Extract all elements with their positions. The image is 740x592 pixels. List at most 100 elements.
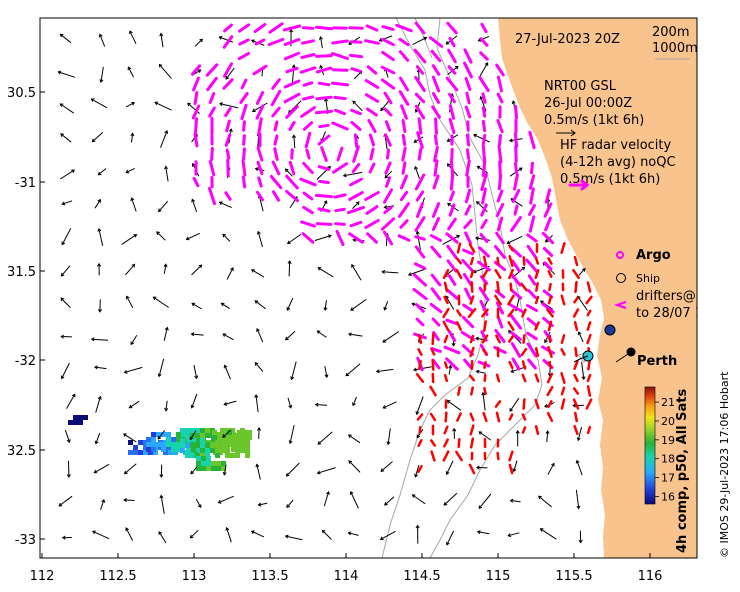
model-arrow xyxy=(157,200,169,213)
coastal-radar-arrow xyxy=(494,294,502,306)
y-tick-label: -31 xyxy=(15,176,36,191)
sst-cell xyxy=(212,430,217,435)
sst-cell xyxy=(146,447,151,452)
hf-radar-arrow xyxy=(192,176,200,188)
credit-text: © IMOS 29-Jul-2023 17:06 Hobart xyxy=(718,371,731,558)
hf-radar-arrow xyxy=(480,218,488,230)
hf-radar-arrow xyxy=(208,106,216,118)
hf-radar-arrow xyxy=(270,89,282,107)
coastal-radar-arrow xyxy=(415,372,425,384)
sst-cell xyxy=(186,447,191,452)
legend-argo: Argo xyxy=(636,248,671,263)
hf-radar-arrow xyxy=(446,21,458,35)
coastal-radar-arrow xyxy=(495,334,501,344)
hf-radar-arrow xyxy=(447,330,457,342)
y-tick-label: 32.5 xyxy=(7,444,36,459)
model-arrow xyxy=(415,396,424,416)
hf-radar-arrow xyxy=(445,318,459,326)
model-arrow xyxy=(256,426,262,439)
model-arrow xyxy=(288,425,295,445)
sst-cell xyxy=(247,435,252,440)
coastal-radar-arrow xyxy=(586,281,592,293)
hf-radar-arrow xyxy=(210,146,214,162)
sst-cell xyxy=(143,450,148,455)
coastal-radar-arrow xyxy=(417,348,423,356)
sst-cell xyxy=(195,433,200,438)
hf-radar-arrow xyxy=(190,64,202,76)
model-arrow xyxy=(291,134,296,149)
hf-radar-arrow xyxy=(481,119,487,133)
model-arrow xyxy=(473,133,490,143)
coastal-radar-arrow xyxy=(507,294,515,306)
sst-cell xyxy=(245,443,250,448)
hf-radar-arrow xyxy=(497,173,503,191)
model-arrow xyxy=(159,464,164,479)
coastal-radar-arrow xyxy=(546,385,554,397)
coastal-radar-arrow xyxy=(496,256,500,266)
sst-cell xyxy=(230,438,235,443)
model-arrow xyxy=(189,430,197,441)
hf-radar-arrow xyxy=(414,92,426,104)
hf-radar-arrow xyxy=(380,217,396,231)
coastal-radar-arrow xyxy=(573,360,579,370)
model-arrow xyxy=(575,489,581,510)
sst-cell xyxy=(237,430,242,435)
hf-radar-arrow xyxy=(380,65,396,75)
hf-radar-arrow xyxy=(290,148,294,160)
hf-radar-arrow xyxy=(364,93,380,103)
coastal-radar-arrow xyxy=(547,295,553,305)
sst-cell xyxy=(215,443,220,448)
sst-cell xyxy=(211,466,216,471)
coastal-radar-arrow xyxy=(573,424,579,436)
hf-radar-arrow xyxy=(352,145,360,163)
coastal-radar-arrow xyxy=(547,270,553,278)
hf-radar-arrow xyxy=(365,24,379,32)
drifter-icon xyxy=(613,301,627,309)
hf-radar-arrow xyxy=(282,24,302,32)
hf-radar-arrow xyxy=(495,63,505,77)
hf-radar-arrow xyxy=(481,133,487,147)
coastal-radar-arrow xyxy=(534,257,540,265)
coastal-radar-arrow xyxy=(585,295,593,305)
model-arrow xyxy=(352,201,360,209)
coastal-radar-arrow xyxy=(443,425,449,435)
model-arrow xyxy=(218,201,232,209)
hf-radar-arrow xyxy=(412,287,428,301)
hf-radar-arrow xyxy=(446,259,458,273)
hf-radar-arrow xyxy=(480,22,488,34)
sst-cell xyxy=(171,447,176,452)
hf-radar-arrow xyxy=(413,262,427,270)
sst-cell xyxy=(173,450,178,455)
coastal-radar-arrow xyxy=(469,346,475,358)
coastal-radar-arrow xyxy=(417,464,423,474)
model-arrow xyxy=(545,430,550,442)
hf-radar-arrow xyxy=(414,173,426,191)
model-arrow xyxy=(506,235,523,245)
hf-radar-arrow xyxy=(315,222,333,226)
hf-radar-arrow xyxy=(349,177,363,187)
model-arrow xyxy=(352,396,357,407)
coastal-radar-arrow xyxy=(522,334,526,344)
coastal-radar-arrow xyxy=(546,411,554,423)
model-arrow xyxy=(581,361,586,381)
coastal-radar-arrow xyxy=(457,386,461,396)
coastal-radar-arrow xyxy=(521,426,527,434)
legend-timestamp: 27-Jul-2023 20Z xyxy=(515,32,620,47)
hf-radar-arrow xyxy=(383,107,393,117)
hf-radar-arrow xyxy=(351,163,361,173)
hf-radar-arrow xyxy=(496,92,504,104)
sst-cell xyxy=(240,438,245,443)
coastal-radar-arrow xyxy=(417,439,423,447)
sst-cell xyxy=(240,443,245,448)
hf-radar-arrow xyxy=(509,288,523,300)
coastal-radar-arrow xyxy=(535,282,539,292)
coastal-radar-arrow xyxy=(547,257,553,265)
hf-radar-arrow xyxy=(481,145,487,163)
coastal-radar-arrow xyxy=(482,348,488,356)
coastal-radar-arrow xyxy=(574,346,578,358)
model-arrow xyxy=(382,331,399,343)
colorbar-tick-label: 19 xyxy=(661,434,675,447)
hf-radar-arrow xyxy=(315,54,333,58)
ship-marker xyxy=(604,324,616,336)
hf-radar-arrow xyxy=(334,108,346,116)
